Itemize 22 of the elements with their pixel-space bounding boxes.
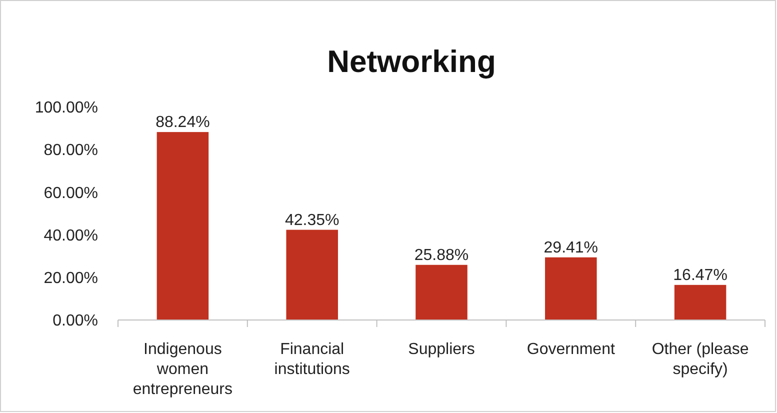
- y-tick-label: 80.00%: [44, 142, 98, 160]
- x-tick-label: Other (please specify): [652, 341, 749, 378]
- bar: [416, 264, 468, 320]
- data-label: 25.88%: [414, 246, 469, 264]
- y-tick-label: 0.00%: [52, 312, 98, 330]
- bar: [674, 284, 726, 320]
- bar: [156, 132, 209, 320]
- data-label: 42.35%: [284, 212, 340, 229]
- y-tick-label: 60.00%: [44, 184, 98, 202]
- chart-title: Networking: [327, 44, 496, 79]
- bar: [286, 230, 338, 320]
- data-label: 16.47%: [673, 266, 728, 284]
- data-label: 29.41%: [544, 239, 598, 256]
- y-tick-label: 100.00%: [34, 100, 98, 117]
- x-tick-label: Suppliers: [408, 341, 475, 358]
- x-tick-label: Government: [526, 341, 616, 358]
- y-tick-label: 40.00%: [44, 227, 98, 244]
- x-tick-label: Financial institutions: [274, 341, 350, 378]
- bar: [545, 257, 597, 320]
- data-label: 88.24%: [156, 114, 210, 132]
- x-tick-label: Indigenous women entrepreneurs: [132, 341, 233, 398]
- y-tick-label: 20.00%: [44, 270, 98, 287]
